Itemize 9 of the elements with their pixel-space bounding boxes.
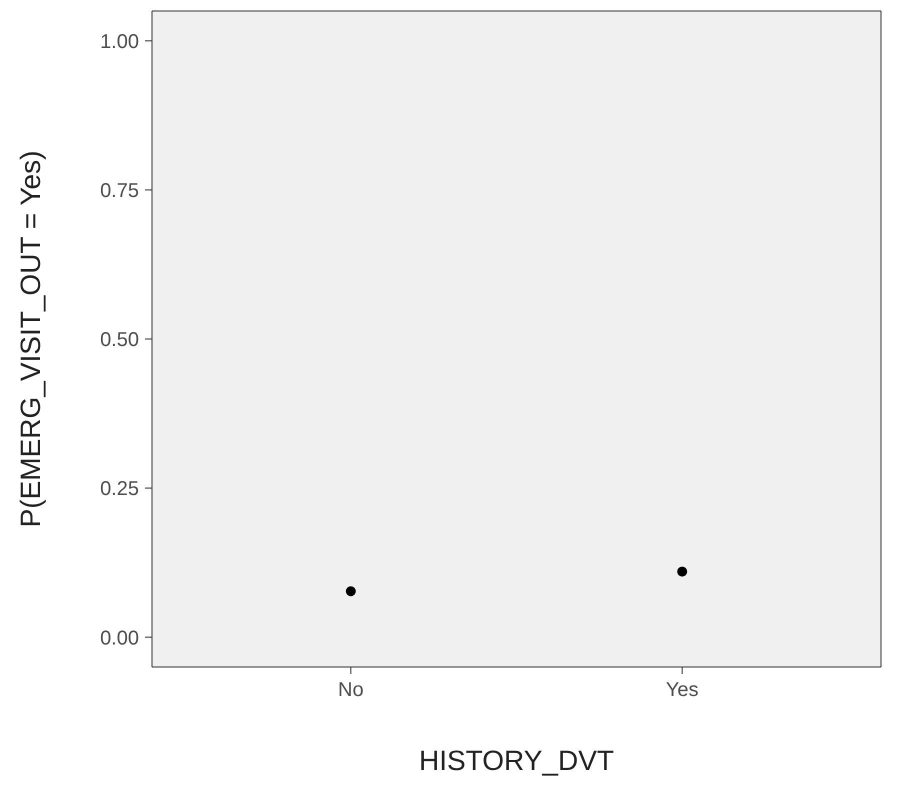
x-tick-label: No xyxy=(338,679,364,702)
x-tick-label: Yes xyxy=(666,679,698,702)
y-tick-label: 0.25 xyxy=(100,478,139,500)
y-tick-label: 0.00 xyxy=(100,627,139,650)
y-axis-title: P(EMERG_VISIT_OUT = Yes) xyxy=(14,150,46,528)
y-tick-label: 1.00 xyxy=(100,30,139,53)
y-tick-label: 0.50 xyxy=(100,329,139,352)
y-tick-label: 0.75 xyxy=(100,180,139,202)
x-axis-title: HISTORY_DVT xyxy=(418,745,614,776)
